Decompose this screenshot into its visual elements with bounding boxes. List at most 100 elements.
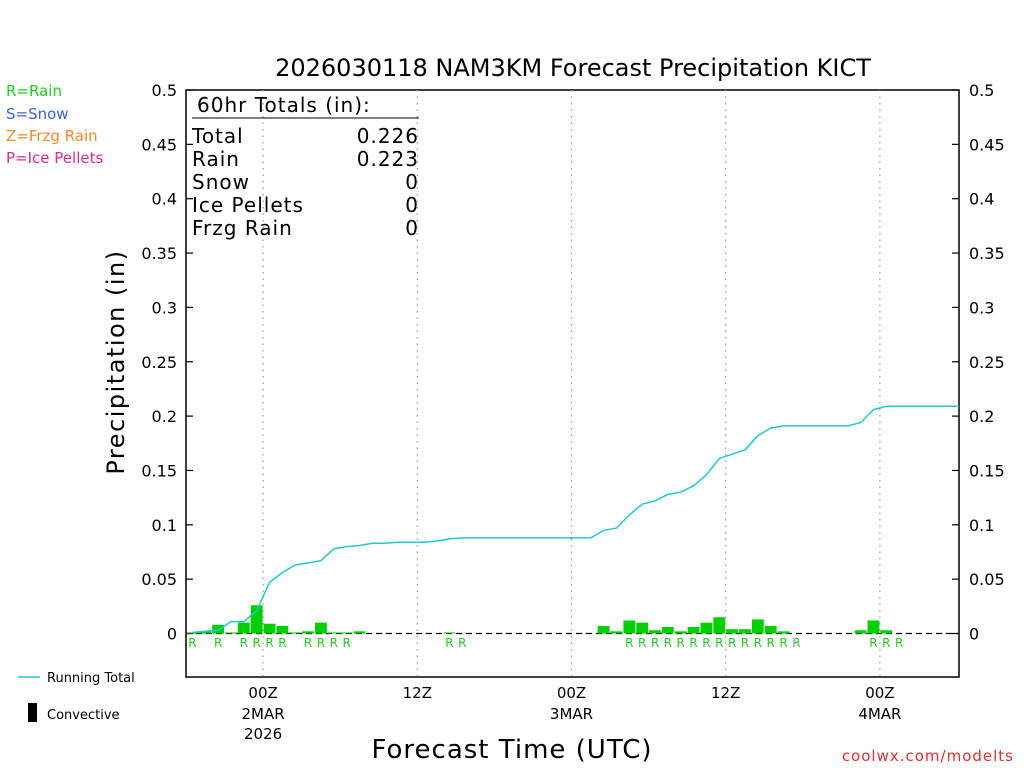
precip-type-marker: R (677, 636, 685, 650)
y-tick-label-right: 0.2 (969, 407, 994, 426)
precip-type-marker: R (342, 636, 350, 650)
y-tick-label-right: 0.45 (969, 135, 1005, 154)
precip-type-marker: R (869, 636, 877, 650)
y-tick-label-left: 0.15 (141, 461, 177, 480)
precip-bar (674, 631, 687, 634)
precip-type-marker: R (445, 636, 453, 650)
precip-type-marker: R (304, 636, 312, 650)
precip-bar (649, 630, 661, 634)
precip-bar (867, 620, 880, 634)
precip-type-marker: R (240, 636, 248, 650)
x-tick-label: 12Z (403, 684, 432, 702)
y-axis-ticks: 0.5 0.5 0.45 0.45 0.4 0.4 0.35 0.35 0.3 0.3 0.25 0.… (141, 81, 1004, 644)
legend-snow: S=Snow (6, 105, 69, 123)
y-tick-label-left: 0.45 (141, 135, 177, 154)
y-tick-label-left: 0.3 (152, 298, 177, 317)
x-tick-label: 12Z (711, 684, 740, 702)
y-axis-label: Precipitation (in) (102, 249, 130, 474)
y-tick-label-right: 0 (969, 625, 979, 644)
precip-bar (726, 629, 739, 634)
y-tick-label-right: 0.5 (969, 81, 994, 100)
precip-bar (225, 632, 237, 634)
precip-bar (661, 626, 674, 634)
convective-legend-label: Convective (47, 708, 120, 723)
totals-value-ice-pellets: 0 (405, 193, 419, 217)
y-tick-label-left: 0.4 (152, 190, 177, 209)
y-tick-label-left: 0.05 (141, 570, 177, 589)
precip-bar (199, 631, 212, 634)
y-tick-label-left: 0.25 (141, 353, 177, 372)
precip-bar (687, 626, 700, 634)
precip-type-marker: R (188, 636, 196, 650)
precip-bar (302, 631, 314, 634)
totals-label-snow: Snow (192, 170, 250, 194)
precip-bar (289, 632, 302, 634)
x-tick-label: 00Z (557, 684, 586, 702)
precip-type-marker: R (625, 636, 633, 650)
precip-type-marker: R (278, 636, 286, 650)
totals-label-total: Total (191, 124, 244, 148)
precip-bar (327, 632, 340, 634)
precip-type-marker: R (330, 636, 338, 650)
credit-link[interactable]: coolwx.com/modelts (842, 747, 1014, 765)
precip-bar (212, 624, 225, 634)
precip-bar (340, 632, 353, 634)
precip-bar (713, 617, 726, 634)
precip-bar (237, 622, 250, 634)
x-tick-date-label: 3MAR (550, 705, 593, 723)
y-tick-label-right: 0.4 (969, 190, 994, 209)
x-tick-date-label: 4MAR (858, 705, 901, 723)
precip-bar (186, 632, 199, 634)
vertical-gridlines (262, 90, 881, 677)
totals-value-frzg-rain: 0 (405, 216, 419, 240)
y-tick-label-left: 0.35 (141, 244, 177, 263)
y-tick-label-right: 0.35 (969, 244, 1005, 263)
running-total-series (192, 405, 959, 634)
totals-value-rain: 0.223 (357, 147, 419, 171)
totals-label-rain: Rain (192, 147, 240, 171)
precip-type-marker: R (664, 636, 672, 650)
y-tick-label-right: 0.05 (969, 570, 1005, 589)
precip-type-marker: R (651, 636, 659, 650)
y-tick-label-right: 0.25 (969, 353, 1005, 372)
precip-type-marker: R (779, 636, 787, 650)
precip-bars (186, 605, 893, 634)
y-tick-label-right: 0.3 (969, 298, 994, 317)
precip-type-marker: R (715, 636, 723, 650)
precip-bar (276, 625, 289, 634)
y-tick-label-left: 0.5 (152, 81, 177, 100)
precip-type-marker: R (253, 636, 261, 650)
legend-frzg-rain: Z=Frzg Rain (6, 127, 98, 145)
totals-box: 60hr Totals (in): Total 0.226 Rain 0.223… (191, 93, 419, 240)
precip-type-marker: R (458, 636, 466, 650)
chart-title: 2026030118 NAM3KM Forecast Precipitation… (275, 54, 871, 82)
precip-bar (263, 623, 276, 634)
precip-bar (700, 622, 713, 634)
precip-bar (250, 605, 263, 634)
precip-bar (353, 631, 366, 634)
totals-header: 60hr Totals (in): (197, 93, 371, 117)
totals-label-frzg-rain: Frzg Rain (192, 216, 293, 240)
precip-bar (636, 622, 649, 634)
precip-bar (777, 631, 790, 634)
precip-bar (597, 625, 610, 634)
totals-value-total: 0.226 (357, 124, 419, 148)
precip-type-marker: R (895, 636, 903, 650)
legend-rain: R=Rain (6, 82, 62, 100)
precip-type-legend: R=Rain S=Snow Z=Frzg Rain P=Ice Pellets (6, 82, 103, 167)
totals-label-ice-pellets: Ice Pellets (192, 193, 304, 217)
precip-type-marker: R (214, 636, 222, 650)
precip-bar (751, 619, 764, 634)
precip-bar (623, 620, 636, 634)
precip-bar (315, 622, 327, 634)
y-tick-label-right: 0.1 (969, 516, 994, 535)
precip-type-marker: R (767, 636, 775, 650)
precip-type-marker: R (689, 636, 697, 650)
precip-bar (739, 629, 751, 634)
precip-type-marker: R (265, 636, 273, 650)
precip-bar (880, 630, 893, 634)
y-tick-label-left: 0.1 (152, 516, 177, 535)
precip-bar (443, 632, 456, 634)
y-tick-label-left: 0.2 (152, 407, 177, 426)
